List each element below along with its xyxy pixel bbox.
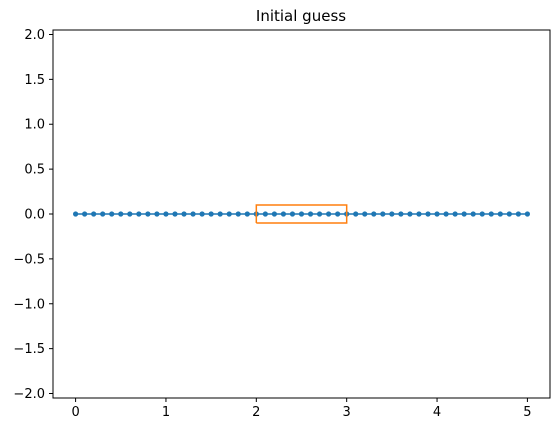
data-point: [236, 211, 241, 216]
axes-layer: 0 1 2 3 4 5 2.0 1.5 1.0 0.5 0.0 −0.5 −1.0 −1.5 −2.0: [13, 28, 531, 420]
data-point: [145, 211, 150, 216]
data-point: [299, 211, 304, 216]
data-point: [525, 211, 530, 216]
data-point: [326, 211, 331, 216]
x-tick-label: 3: [343, 405, 351, 420]
data-point: [272, 211, 277, 216]
data-point: [200, 211, 205, 216]
y-tick-label: 2.0: [24, 28, 45, 43]
data-point: [471, 211, 476, 216]
data-point: [227, 211, 232, 216]
series-layer: [73, 205, 530, 223]
data-point: [100, 211, 105, 216]
y-tick-label: −1.0: [13, 297, 45, 312]
data-point: [480, 211, 485, 216]
x-tick-label: 0: [71, 405, 79, 420]
x-tick-label: 5: [523, 405, 531, 420]
data-point: [335, 211, 340, 216]
data-point: [181, 211, 186, 216]
data-point: [434, 211, 439, 216]
data-point: [73, 211, 78, 216]
data-point: [136, 211, 141, 216]
data-point: [498, 211, 503, 216]
y-tick-label: 0.0: [24, 208, 45, 223]
y-tick-label: 0.5: [24, 163, 45, 178]
data-point: [190, 211, 195, 216]
data-point: [172, 211, 177, 216]
data-point: [91, 211, 96, 216]
data-point: [371, 211, 376, 216]
data-point: [127, 211, 132, 216]
data-point: [516, 211, 521, 216]
data-point: [308, 211, 313, 216]
x-tick-label: 2: [252, 405, 260, 420]
data-point: [416, 211, 421, 216]
data-point: [281, 211, 286, 216]
y-tick-label: 1.5: [24, 73, 45, 88]
y-tick-label: 1.0: [24, 118, 45, 133]
data-point: [443, 211, 448, 216]
data-point: [489, 211, 494, 216]
data-point: [154, 211, 159, 216]
data-point: [398, 211, 403, 216]
data-point: [82, 211, 87, 216]
data-point: [218, 211, 223, 216]
chart-title: Initial guess: [256, 7, 346, 25]
data-point: [389, 211, 394, 216]
x-tick-label: 1: [162, 405, 170, 420]
data-point: [245, 211, 250, 216]
data-point: [290, 211, 295, 216]
x-tick-label: 4: [433, 405, 441, 420]
data-point: [118, 211, 123, 216]
y-tick-label: −2.0: [13, 387, 45, 402]
data-point: [163, 211, 168, 216]
data-point: [425, 211, 430, 216]
data-point: [507, 211, 512, 216]
data-point: [353, 211, 358, 216]
data-point: [109, 211, 114, 216]
data-point: [263, 211, 268, 216]
data-point: [453, 211, 458, 216]
data-point: [209, 211, 214, 216]
y-tick-label: −0.5: [13, 252, 45, 267]
data-point: [317, 211, 322, 216]
data-point: [462, 211, 467, 216]
data-point: [362, 211, 367, 216]
data-point: [407, 211, 412, 216]
y-tick-label: −1.5: [13, 342, 45, 357]
data-point: [380, 211, 385, 216]
